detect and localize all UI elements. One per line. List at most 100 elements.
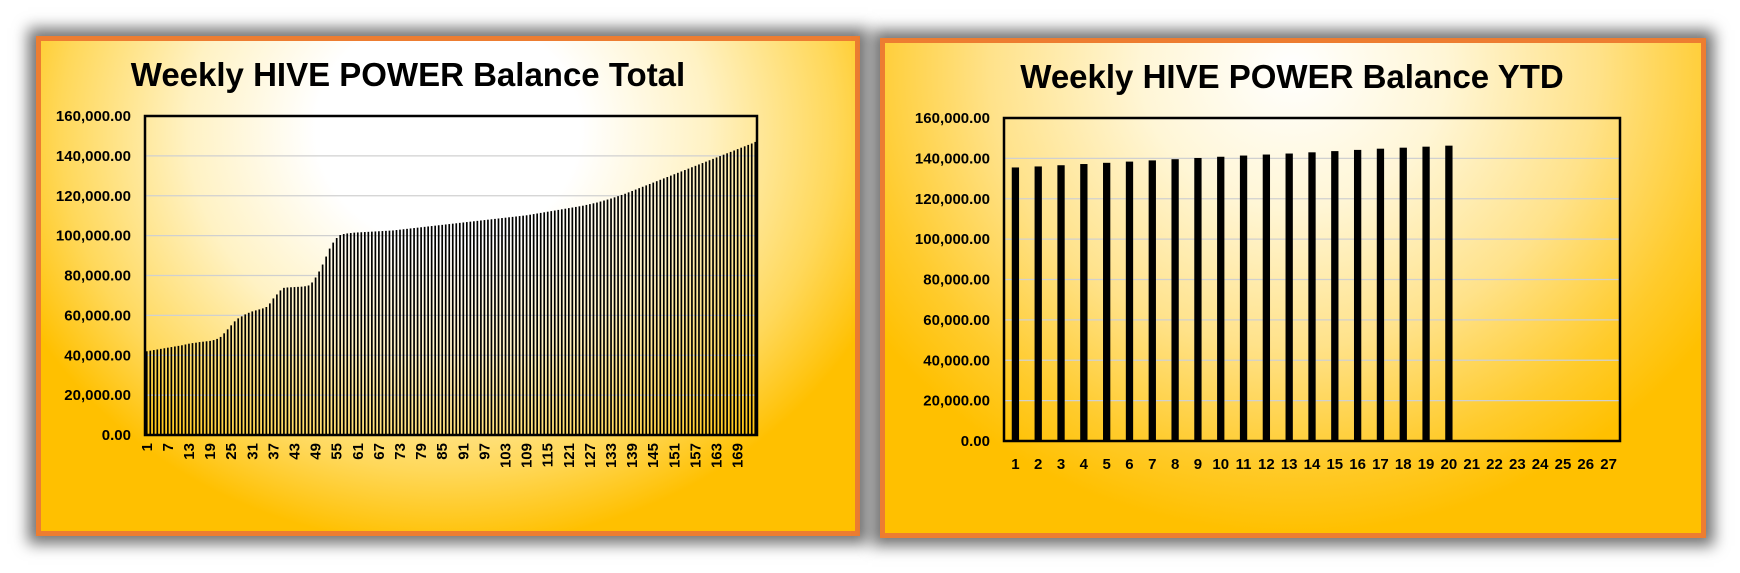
bar	[219, 336, 222, 435]
bar	[575, 206, 577, 435]
bar	[750, 143, 753, 436]
bar	[258, 309, 261, 435]
x-tick-label: 13	[181, 443, 198, 460]
bar	[413, 228, 415, 435]
x-tick-label: 9	[1194, 456, 1202, 473]
bar	[356, 232, 359, 435]
bar	[170, 347, 173, 435]
bar	[687, 168, 690, 435]
x-tick-label: 85	[434, 443, 451, 460]
bar	[596, 202, 598, 435]
y-tick-label: 140,000.00	[56, 148, 131, 165]
bar	[416, 227, 419, 435]
bar	[409, 228, 412, 435]
x-tick-label: 49	[308, 443, 325, 460]
x-tick-label: 7	[1148, 456, 1156, 473]
bar	[191, 343, 194, 435]
x-tick-label: 3	[1057, 456, 1065, 473]
bar	[638, 188, 641, 435]
bar	[177, 345, 180, 435]
x-tick-label: 8	[1171, 456, 1179, 473]
bar	[363, 232, 366, 435]
bar	[297, 286, 299, 435]
bar	[684, 170, 686, 435]
bar	[476, 220, 479, 435]
bar	[395, 230, 398, 435]
x-tick-label: 6	[1125, 456, 1133, 473]
bar	[448, 224, 451, 435]
bar	[606, 199, 609, 435]
bar	[532, 214, 535, 435]
x-tick-label: 12	[1258, 456, 1275, 473]
bar	[1422, 146, 1430, 441]
bar	[455, 223, 458, 435]
bar	[283, 287, 285, 435]
bar	[279, 290, 282, 435]
plot-area-frame	[143, 114, 759, 437]
bar	[705, 161, 707, 436]
bar	[321, 264, 324, 435]
bar	[624, 193, 626, 435]
bar	[1239, 155, 1248, 441]
bar	[560, 209, 563, 435]
bar	[666, 177, 669, 436]
bar	[167, 347, 169, 435]
bar	[701, 163, 704, 435]
bar	[1125, 161, 1134, 441]
bar	[522, 215, 524, 435]
bar	[546, 211, 549, 435]
bar	[497, 218, 500, 435]
y-tick-label: 100,000.00	[915, 231, 990, 248]
bar	[1262, 154, 1271, 441]
bar	[276, 294, 278, 435]
bar	[184, 344, 187, 435]
bar	[736, 149, 739, 435]
bar	[659, 179, 662, 435]
x-tick-label: 157	[687, 443, 704, 468]
bar	[515, 216, 517, 435]
bar	[1353, 149, 1362, 441]
bar	[525, 215, 528, 435]
x-tick-label: 169	[730, 443, 747, 468]
bar	[300, 286, 303, 435]
x-tick-label: 18	[1395, 456, 1412, 473]
y-tick-label: 160,000.00	[915, 110, 990, 127]
bar	[469, 221, 472, 435]
x-tick-label: 17	[1372, 456, 1389, 473]
bar	[645, 185, 648, 435]
bar	[1217, 156, 1225, 441]
bar	[360, 232, 363, 435]
y-tick-label: 20,000.00	[64, 387, 131, 404]
bar	[353, 232, 356, 435]
bar	[378, 231, 380, 435]
x-tick-label: 31	[244, 443, 261, 460]
bar	[1148, 160, 1156, 442]
bar	[610, 198, 612, 435]
x-tick-label: 121	[561, 443, 578, 468]
bar	[195, 342, 197, 435]
bar	[269, 303, 271, 435]
bar	[627, 192, 630, 435]
weekly-ytd-chart: Weekly HIVE POWER Balance YTD 0.00 20,000.…	[915, 58, 1622, 473]
bar	[1034, 166, 1042, 441]
bar	[1285, 153, 1293, 441]
x-tick-label: 1	[1011, 456, 1019, 473]
x-tick-label: 20	[1441, 456, 1458, 473]
x-tick-label: 22	[1486, 456, 1503, 473]
bar	[434, 225, 437, 435]
bar	[648, 183, 651, 435]
bar	[181, 345, 183, 435]
bar	[325, 256, 327, 435]
bar	[501, 218, 503, 435]
bar	[673, 174, 676, 435]
bar	[244, 314, 247, 435]
bar	[719, 156, 721, 435]
bar	[420, 227, 422, 435]
bar	[427, 226, 429, 435]
bar	[571, 207, 574, 435]
bar	[669, 175, 672, 435]
bar	[451, 223, 454, 435]
bar	[374, 231, 377, 435]
bar	[613, 197, 616, 435]
x-tick-label: 55	[329, 443, 346, 460]
